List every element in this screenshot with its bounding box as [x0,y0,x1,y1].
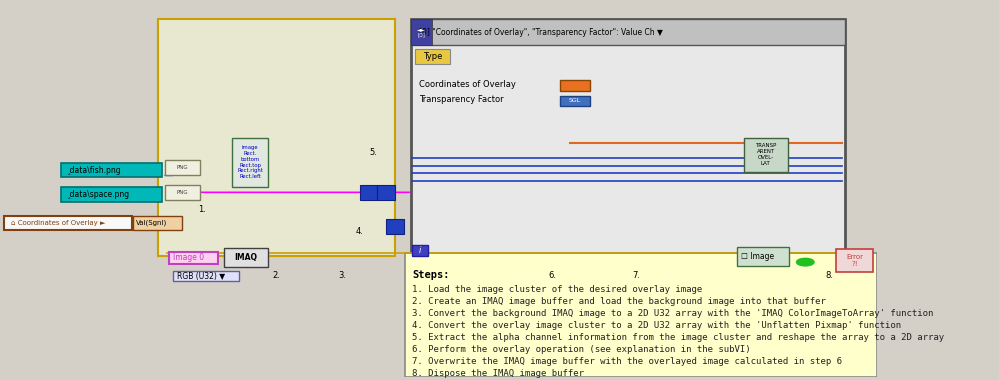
Text: Transparency Factor: Transparency Factor [420,95,503,104]
Text: 4. Convert the overlay image cluster to a 2D U32 array with the 'Unflatten Pixma: 4. Convert the overlay image cluster to … [413,321,901,330]
Text: image
Rect.
bottom
Rect.top
Rect.right
Rect.left: image Rect. bottom Rect.top Rect.right R… [237,145,263,179]
Text: 3.: 3. [338,271,346,280]
Bar [411,19,845,258]
Bar [411,19,845,45]
Text: PNG: PNG [177,190,188,195]
Text: 3. Convert the background IMAQ image to a 2D U32 array with the 'IMAQ ColorImage: 3. Convert the background IMAQ image to … [413,309,934,318]
Bar [386,219,404,234]
Bar [233,138,268,187]
Text: ☐ Image: ☐ Image [741,252,774,261]
Text: 8. Dispose the IMAQ image buffer: 8. Dispose the IMAQ image buffer [413,369,584,378]
Bar [133,216,182,230]
Text: 4.: 4. [356,228,364,236]
Bar [411,19,433,45]
Bar [836,249,873,272]
Bar [165,160,200,176]
Text: Val(Sgnl): Val(Sgnl) [136,220,167,226]
Bar [165,185,200,200]
Text: 5.: 5. [369,148,377,157]
Text: PNG: PNG [177,165,188,170]
Bar [61,163,162,177]
Text: 6. Perform the overlay operation (see explanation in the subVI): 6. Perform the overlay operation (see ex… [413,345,751,354]
Text: 5. Extract the alpha channel information from the image cluster and reshape the : 5. Extract the alpha channel information… [413,333,944,342]
Text: 8.: 8. [825,271,833,280]
Text: 7.: 7. [632,271,640,280]
Bar [360,185,378,200]
Text: Coordinates of Overlay: Coordinates of Overlay [420,80,516,89]
Text: ‸data\space.png: ‸data\space.png [68,190,131,199]
Circle shape [796,258,814,266]
Text: Image 0: Image 0 [173,253,204,263]
Text: TRANSP
ARENT
OVEL-
LAT: TRANSP ARENT OVEL- LAT [755,143,776,166]
Text: 2. Create an IMAQ image buffer and load the background image into that buffer: 2. Create an IMAQ image buffer and load … [413,297,826,306]
Bar [4,216,132,230]
Bar [169,252,218,264]
Bar [173,271,239,281]
Bar [559,96,590,106]
Text: 1.: 1. [198,205,206,214]
Text: Type: Type [423,52,443,61]
Text: [0] "Coordinates of Overlay", "Transparency Factor": Value Ch ▼: [0] "Coordinates of Overlay", "Transpare… [420,28,663,36]
Text: 2.: 2. [273,271,281,280]
Text: IMAQ: IMAQ [234,253,257,262]
Text: 7. Overwrite the IMAQ image buffer with the overlayed image calculated in step 6: 7. Overwrite the IMAQ image buffer with … [413,357,842,366]
Bar [744,138,788,172]
Bar [737,247,789,266]
Text: RGB (U32) ▼: RGB (U32) ▼ [177,272,226,280]
Bar [406,253,877,377]
Text: ◄►
[0]: ◄► [0] [417,27,426,38]
Bar [61,187,162,202]
Text: Steps:: Steps: [413,270,450,280]
Bar [413,245,429,256]
Bar [158,19,395,256]
Text: SGL: SGL [568,98,581,103]
Bar [415,49,450,64]
Bar [224,248,268,267]
Text: ⌂ Coordinates of Overlay ►: ⌂ Coordinates of Overlay ► [11,220,105,226]
Bar [559,80,590,90]
Text: Error
?!: Error ?! [846,254,863,267]
Text: 1. Load the image cluster of the desired overlay image: 1. Load the image cluster of the desired… [413,285,702,294]
Text: ‸data\fish.png: ‸data\fish.png [68,166,122,174]
Text: i: i [419,246,422,255]
Bar [378,185,395,200]
Text: 6.: 6. [548,271,556,280]
